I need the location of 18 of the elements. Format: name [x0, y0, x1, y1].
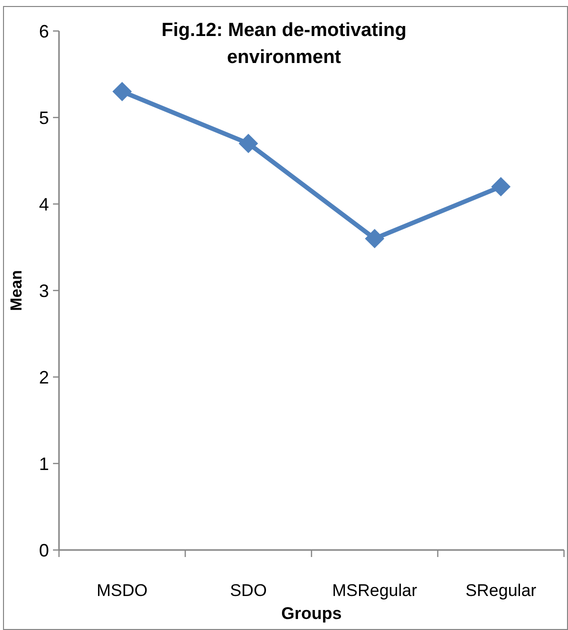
y-tick-label: 2	[38, 367, 49, 388]
point	[238, 134, 258, 153]
x-tick-label: MSDO	[96, 581, 148, 600]
y-tick-label: 1	[38, 454, 49, 474]
point	[365, 229, 384, 248]
y-tick-label: 3	[38, 280, 49, 301]
point	[491, 177, 510, 196]
point	[112, 82, 132, 102]
x-tick-label: SDO	[230, 581, 267, 600]
chart-title: Fig.12: Mean de-motivating environment	[160, 19, 408, 70]
x-tick-label: MSRegular	[332, 581, 418, 600]
y-tick-label: 5	[38, 108, 49, 128]
x-axis-title: Groups	[281, 604, 342, 623]
y-axis-title: Mean	[8, 270, 26, 311]
y-tick-label: 6	[38, 21, 49, 42]
x-tick-label: SRegular	[465, 581, 537, 600]
y-tick-label: 0	[38, 540, 49, 560]
y-tick-label: 4	[38, 194, 49, 214]
